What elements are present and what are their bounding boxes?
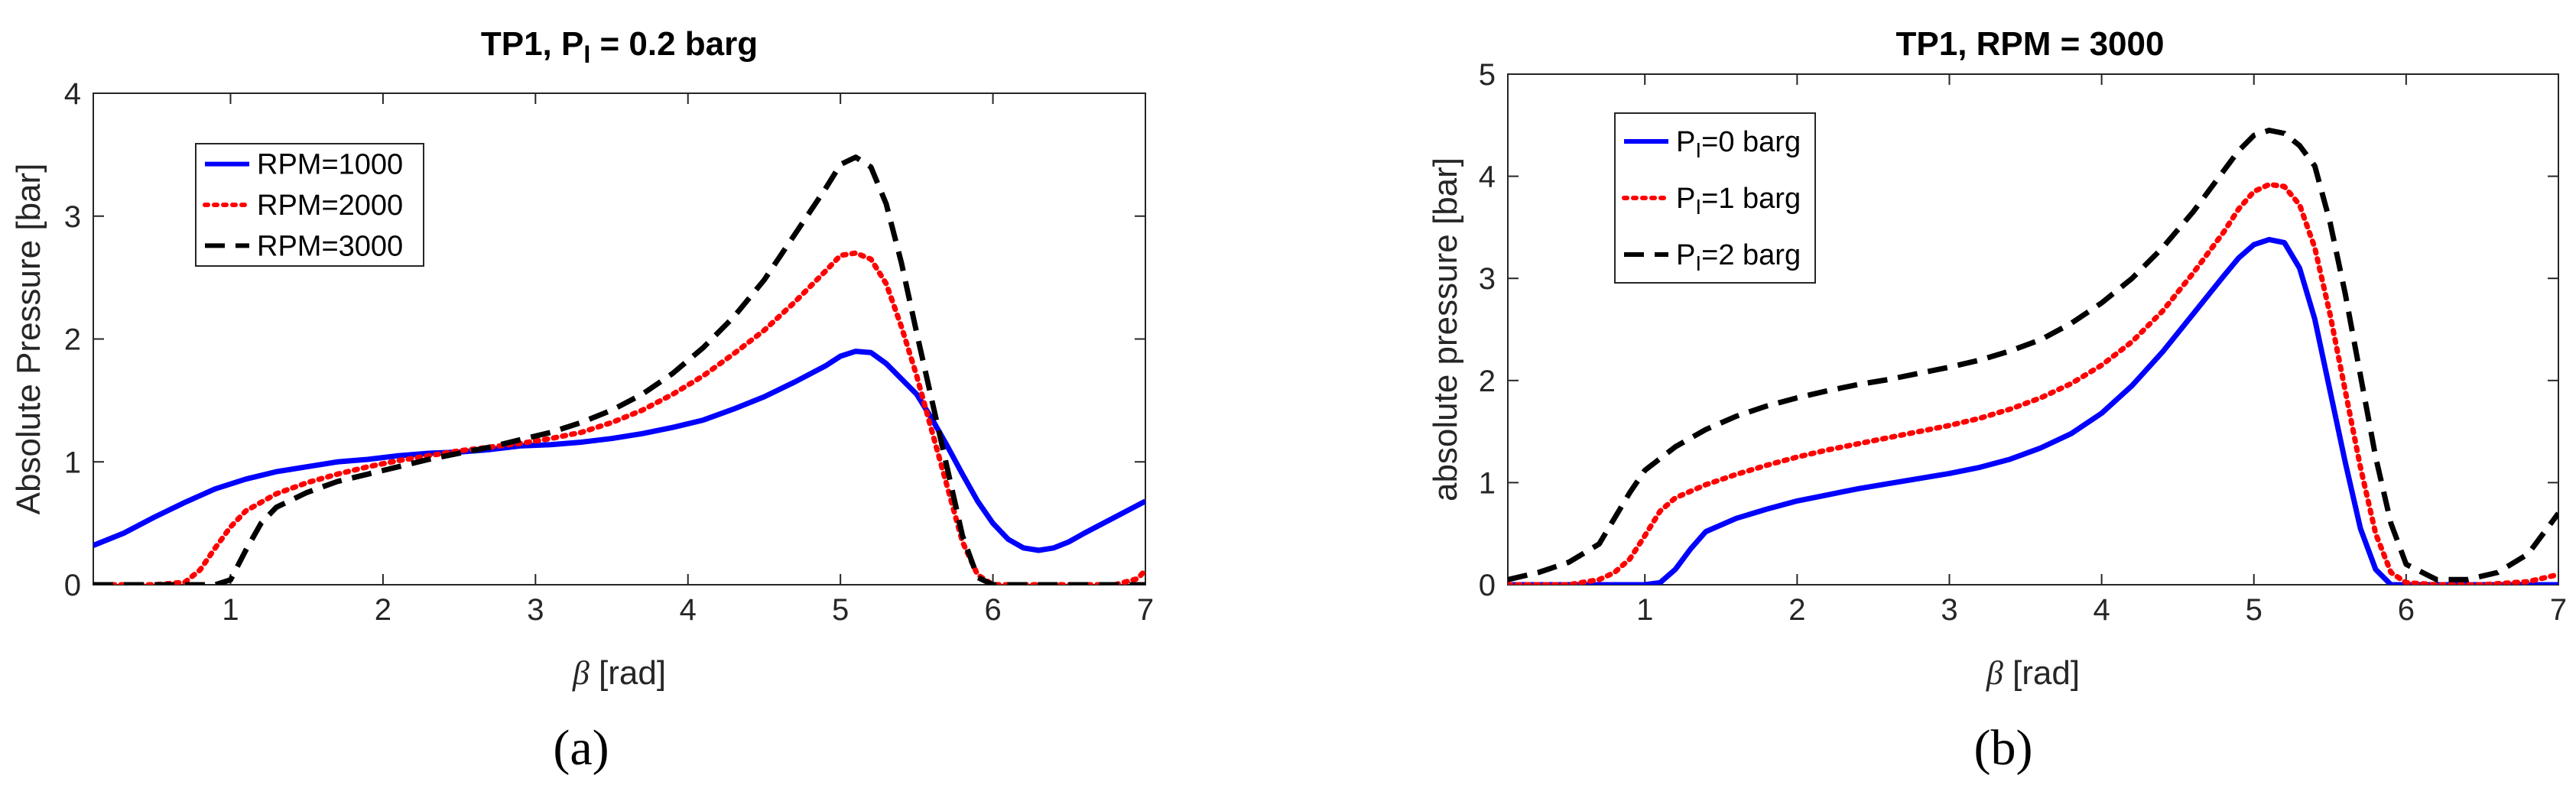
x-tick-label: 1: [222, 593, 239, 627]
x-tick-label: 2: [1788, 593, 1805, 627]
x-tick-label: 7: [1137, 593, 1154, 627]
x-axis-label: β [rad]: [572, 654, 666, 692]
chart-panel-a: 1 2 3 4 5 6 7 0 1 2 3 4 TP1, PI = 0.2 barg β [rad] Abs…: [10, 25, 1154, 776]
legend-label-0: PI=0 barg: [1676, 126, 1801, 162]
y-tick-label: 3: [1479, 262, 1496, 296]
chart-title: TP1, RPM = 3000: [1896, 25, 2165, 63]
x-tick-label: 5: [2246, 593, 2263, 627]
legend: RPM=1000 RPM=2000 RPM=3000: [195, 143, 424, 267]
legend-label-2: PI=2 barg: [1676, 239, 1801, 275]
y-tick-label: 4: [64, 77, 81, 111]
series-line-0: [1508, 236, 2558, 585]
y-tick-label: 2: [64, 323, 81, 357]
x-tick-label: 2: [375, 593, 391, 627]
chart-panel-b: 1 2 3 4 5 6 7 0 1 2 3 4 5 TP1, RPM = 3000 β [rad] absol…: [1427, 25, 2567, 776]
y-axis-label: Absolute Pressure [bar]: [10, 164, 47, 515]
panel-label: (b): [1974, 720, 2033, 776]
panel-label: (a): [553, 720, 609, 776]
x-tick-label: 7: [2550, 593, 2567, 627]
y-tick-label: 0: [64, 569, 81, 602]
y-tick-label: 5: [1479, 58, 1496, 92]
legend-label-2: RPM=3000: [257, 230, 403, 262]
x-tick-label: 5: [832, 593, 849, 627]
x-tick-label: 4: [680, 593, 697, 627]
legend: PI=0 barg PI=1 barg PI=2 barg: [1614, 112, 1816, 284]
legend-label-0: RPM=1000: [257, 149, 403, 181]
x-tick-label: 3: [527, 593, 544, 627]
series-line-0: [93, 349, 1145, 553]
chart-title: TP1, PI = 0.2 barg: [481, 25, 758, 68]
y-tick-label: 1: [64, 446, 81, 479]
y-tick-label: 0: [1479, 569, 1496, 602]
y-axis-label: absolute pressure [bar]: [1427, 157, 1464, 501]
y-tick-label: 4: [1479, 161, 1496, 194]
x-tick-label: 6: [984, 593, 1001, 627]
legend-label-1: RPM=2000: [257, 190, 403, 222]
y-tick-label: 3: [64, 200, 81, 234]
y-tick-label: 2: [1479, 365, 1496, 398]
series-line-1: [1508, 181, 2558, 585]
x-tick-label: 4: [2093, 593, 2110, 627]
x-axis-label: β [rad]: [1986, 654, 2080, 692]
series-line-1: [93, 250, 1145, 585]
x-tick-label: 6: [2398, 593, 2415, 627]
series-line-2: [1508, 128, 2558, 582]
legend-label-1: PI=1 barg: [1676, 183, 1801, 219]
x-tick-label: 3: [1941, 593, 1957, 627]
y-tick-label: 1: [1479, 466, 1496, 500]
x-tick-label: 1: [1636, 593, 1653, 627]
series-line-2: [93, 154, 1145, 585]
